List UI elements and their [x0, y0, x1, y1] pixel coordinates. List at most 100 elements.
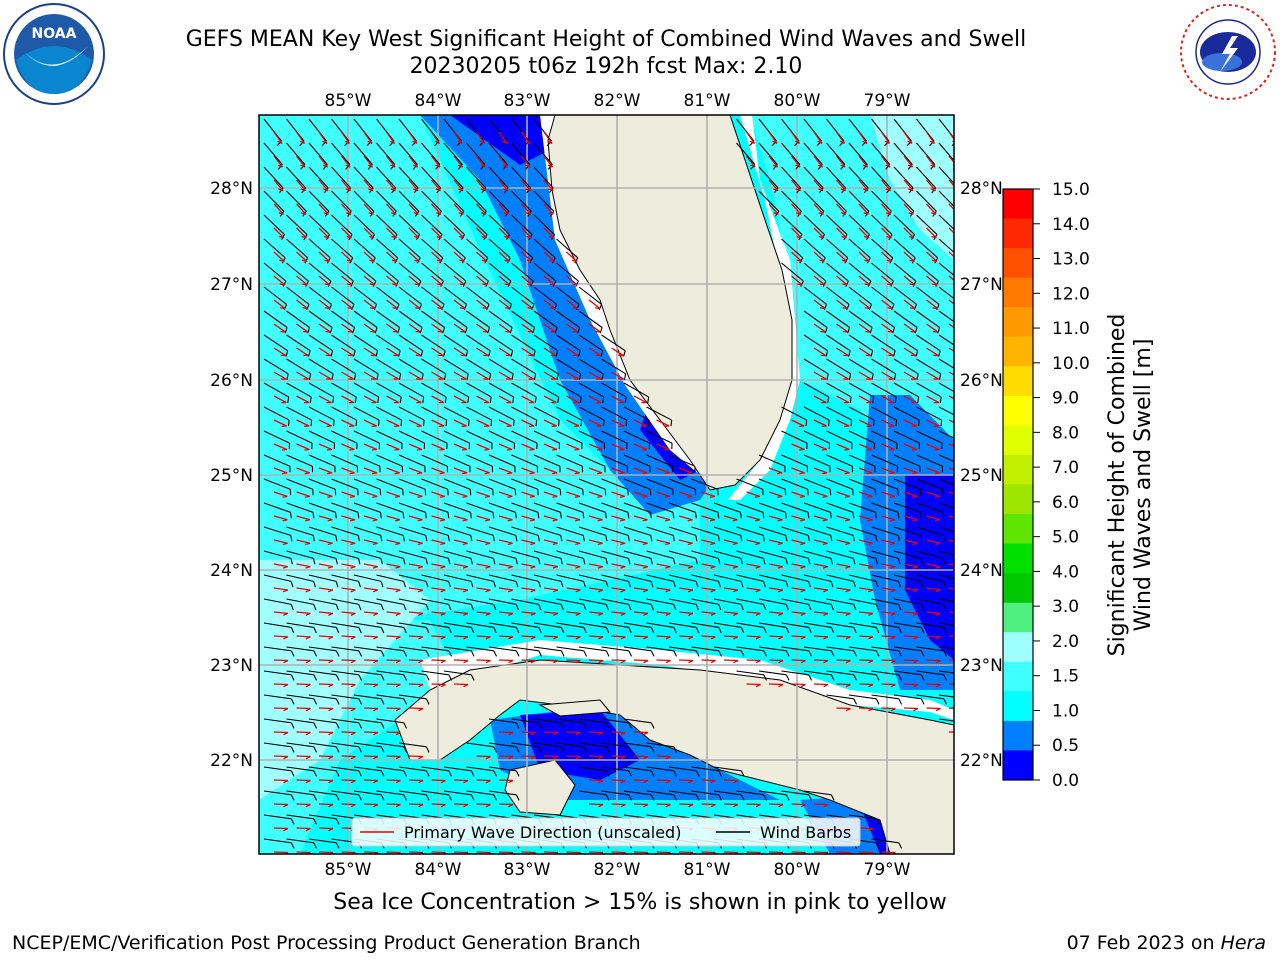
wave-arrow	[903, 155, 914, 168]
wave-arrow	[453, 443, 468, 451]
wind-barb	[916, 478, 944, 496]
colorbar-band	[1003, 573, 1033, 604]
wind-barb	[353, 670, 385, 681]
wave-arrow	[341, 419, 355, 427]
wind-barb	[466, 358, 492, 380]
wind-barb	[286, 382, 312, 403]
wind-barb	[668, 598, 699, 611]
wave-arrow	[881, 467, 895, 475]
wind-barb	[421, 310, 446, 334]
wind-barb	[556, 478, 584, 496]
lat-label-right: 23°N	[960, 656, 1003, 676]
wind-barb	[308, 718, 340, 729]
wave-arrow	[453, 803, 469, 808]
colorbar-tick-label: 1.5	[1052, 667, 1079, 687]
wave-arrow	[633, 515, 648, 522]
wave-arrow	[341, 467, 355, 475]
wind-barb	[263, 526, 293, 542]
lon-label-bottom: 79°W	[864, 860, 911, 880]
wind-barb	[938, 502, 954, 509]
wave-arrow	[341, 515, 356, 522]
wind-barb	[758, 526, 788, 542]
wind-barb	[421, 526, 450, 542]
wave-arrow	[926, 227, 937, 239]
colorbar-tick-label: 6.0	[1052, 493, 1079, 513]
wind-barb	[443, 526, 473, 542]
wind-barb	[623, 598, 654, 611]
wave-arrow	[858, 611, 874, 616]
wind-barb	[646, 430, 673, 450]
wave-arrow	[813, 587, 829, 593]
wave-arrow	[296, 347, 309, 357]
wave-arrow	[498, 731, 514, 736]
wind-barb	[578, 358, 604, 380]
wind-barb	[848, 478, 877, 496]
wind-barb	[488, 382, 515, 403]
lat-label-left: 23°N	[210, 656, 253, 676]
wave-arrow	[273, 347, 287, 357]
wind-barb	[916, 454, 944, 473]
wind-barb	[668, 478, 697, 496]
wave-arrow	[701, 587, 716, 593]
wave-arrow	[363, 395, 377, 404]
wind-barb	[871, 310, 896, 334]
colorbar-label-1: Significant Height of Combined	[1105, 314, 1130, 657]
lon-label-bottom: 84°W	[415, 860, 462, 880]
wind-barb	[871, 598, 902, 611]
wave-arrow	[273, 587, 289, 593]
wind-barb	[286, 262, 309, 287]
noaa-logo-text: NOAA	[32, 26, 77, 42]
wave-arrow	[836, 419, 850, 427]
wind-barb	[556, 310, 581, 334]
wind-barb	[353, 502, 382, 519]
wave-arrow	[453, 419, 467, 427]
wind-barb	[331, 406, 358, 427]
wind-barb	[601, 526, 630, 542]
wave-arrow	[903, 539, 918, 546]
wave-arrow	[926, 251, 938, 263]
wind-barb	[601, 766, 633, 777]
wave-arrow	[858, 227, 870, 239]
wave-arrow	[723, 539, 738, 546]
colorbar-band	[1003, 720, 1033, 751]
wind-barb	[713, 526, 743, 542]
wind-barb	[826, 646, 858, 657]
wave-arrow	[881, 371, 894, 380]
wind-barb	[601, 478, 629, 496]
wave-arrow	[296, 827, 311, 832]
wind-barb	[758, 646, 790, 657]
wave-arrow	[318, 419, 332, 427]
wind-barb	[848, 550, 878, 565]
wave-arrow	[678, 563, 693, 569]
wave-arrow	[588, 419, 602, 427]
wave-arrow	[296, 587, 311, 593]
wind-barb	[826, 310, 851, 334]
wave-arrow	[296, 779, 311, 784]
wave-arrow	[813, 395, 827, 404]
wave-arrow	[813, 227, 825, 239]
wind-barb	[353, 598, 384, 611]
wave-arrow	[881, 659, 896, 664]
wave-arrow	[476, 539, 491, 546]
wind-barb	[916, 694, 948, 705]
wave-arrow	[813, 203, 824, 215]
wave-arrow	[386, 755, 401, 760]
wave-arrow	[813, 683, 829, 688]
wind-barb	[578, 718, 610, 729]
wind-barb	[286, 406, 313, 427]
wave-arrow	[386, 515, 401, 522]
wave-arrow	[453, 323, 466, 333]
wind-barb	[376, 694, 408, 705]
wave-arrow	[363, 635, 379, 640]
wind-barb	[421, 262, 444, 287]
wind-barb	[781, 262, 804, 287]
wave-arrow	[318, 731, 334, 736]
wave-arrow	[521, 203, 532, 215]
wind-barb	[466, 478, 494, 496]
wind-barb	[781, 574, 811, 588]
wave-arrow	[296, 707, 311, 712]
wind-barb	[578, 790, 610, 801]
wind-barb	[331, 526, 360, 542]
wind-barb	[826, 622, 857, 634]
wave-arrow	[543, 611, 559, 616]
